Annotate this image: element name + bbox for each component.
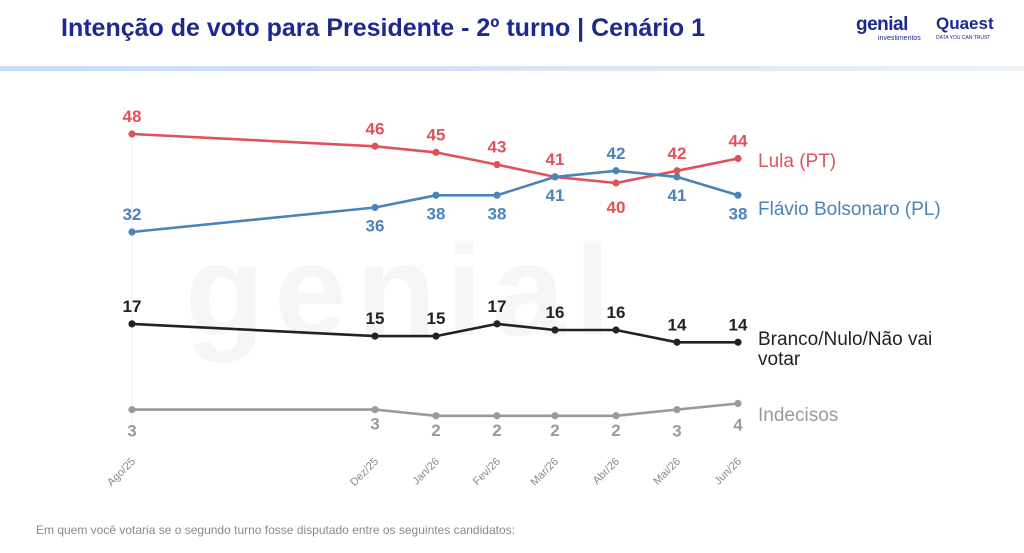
- data-label: 45: [427, 125, 446, 144]
- x-tick-label: Ago/25: [105, 456, 138, 489]
- data-point: [493, 191, 501, 199]
- data-label: 43: [488, 138, 507, 157]
- genial-logo: genial investimentos: [856, 14, 926, 46]
- x-tick-label: Jun/26: [712, 456, 744, 488]
- series-2: 17 15 15 17 16 16 14 14 Branco/Nulo/Não vai votar: [123, 297, 933, 370]
- watermark: genial: [185, 217, 621, 363]
- data-point: [371, 406, 379, 414]
- data-label: 2: [492, 421, 501, 440]
- data-label: 41: [546, 150, 565, 169]
- data-label: 38: [729, 204, 748, 223]
- data-label: 36: [366, 217, 385, 236]
- data-point: [612, 412, 620, 420]
- series-line: [131, 132, 739, 185]
- data-point: [551, 326, 559, 334]
- data-point: [432, 148, 440, 156]
- data-point: [673, 167, 681, 175]
- quaest-logo-word: Quaest: [936, 14, 994, 33]
- x-tick-label: Abr/26: [591, 456, 622, 487]
- data-point: [128, 406, 136, 414]
- data-label: 42: [668, 144, 687, 163]
- quaest-logo-sub: DATA YOU CAN TRUST: [936, 35, 991, 41]
- data-point: [551, 173, 559, 181]
- data-label: 32: [123, 205, 142, 224]
- series-3: 3 3 2 2 2 2 3 4 Indecisos: [127, 399, 838, 441]
- data-point: [673, 173, 681, 181]
- data-point: [371, 332, 379, 340]
- data-label: 15: [366, 309, 385, 328]
- data-label: 2: [611, 421, 620, 440]
- data-point: [734, 154, 742, 163]
- data-label: 17: [123, 297, 142, 316]
- data-point: [551, 412, 559, 420]
- data-point: [432, 412, 440, 420]
- data-point: [673, 338, 681, 346]
- data-label: 14: [729, 315, 748, 334]
- data-label: 2: [550, 421, 559, 440]
- data-point: [432, 191, 440, 199]
- logos: genial investimentos Quaest DATA YOU CAN…: [856, 14, 1008, 48]
- data-point: [128, 228, 136, 236]
- data-label: 16: [607, 303, 626, 322]
- data-label: 48: [123, 107, 142, 126]
- x-tick-label: Jan/26: [410, 456, 442, 488]
- data-label: 40: [607, 198, 626, 217]
- data-point: [493, 161, 501, 169]
- data-label: 15: [427, 309, 446, 328]
- data-point: [734, 338, 742, 346]
- legend-label: Flávio Bolsonaro (PL): [758, 199, 941, 220]
- data-point: [734, 191, 742, 199]
- legend-label: Branco/Nulo/Não vai votar: [758, 329, 932, 370]
- header: Intenção de voto para Presidente - 2º tu…: [0, 0, 1024, 71]
- header-divider: [0, 66, 1024, 71]
- data-point: [734, 399, 742, 408]
- data-label: 3: [370, 415, 379, 434]
- data-point: [612, 326, 620, 334]
- data-point: [128, 320, 136, 328]
- legend-label: Lula (PT): [758, 151, 836, 172]
- data-point: [493, 412, 501, 420]
- footnote: Em quem você votaria se o segundo turno …: [36, 523, 515, 537]
- genial-logo-word: genial: [856, 14, 908, 35]
- data-label: 41: [546, 186, 565, 205]
- data-label: 38: [488, 204, 507, 223]
- data-label: 17: [488, 297, 507, 316]
- data-point: [673, 406, 681, 414]
- series-line: [131, 322, 738, 344]
- x-tick-label: Dez/25: [348, 456, 381, 489]
- series-line: [132, 402, 739, 418]
- data-label: 42: [607, 144, 626, 163]
- x-tick-label: Mar/26: [528, 456, 561, 489]
- x-tick-label: Mai/26: [651, 456, 683, 488]
- data-point: [371, 142, 379, 150]
- data-label: 38: [427, 204, 446, 223]
- data-point: [612, 179, 620, 187]
- data-label: 4: [733, 416, 743, 435]
- data-point: [493, 320, 501, 328]
- data-label: 41: [668, 186, 687, 205]
- data-label: 44: [729, 132, 748, 151]
- series-1: 32 36 38 38 41 42 41 38 Flávio Bolsonaro (PL): [123, 144, 941, 236]
- data-label: 3: [127, 422, 136, 441]
- page-title: Intenção de voto para Presidente - 2º tu…: [61, 14, 706, 42]
- data-label: 16: [546, 303, 565, 322]
- legend-label: Indecisos: [758, 405, 838, 426]
- data-point: [371, 203, 379, 212]
- quaest-logo: Quaest DATA YOU CAN TRUST: [936, 14, 1008, 46]
- data-label: 46: [366, 119, 385, 138]
- x-tick-label: Fev/26: [471, 456, 503, 488]
- series-0: 48 46 45 43 41 40 42 44 Lula (PT): [123, 107, 837, 217]
- series-line: [131, 169, 739, 234]
- data-point: [612, 167, 620, 175]
- data-label: 3: [672, 422, 681, 441]
- genial-logo-sub: investimentos: [878, 35, 921, 42]
- data-point: [432, 332, 440, 340]
- data-point: [128, 130, 136, 138]
- data-label: 14: [668, 315, 687, 334]
- data-label: 2: [431, 421, 440, 440]
